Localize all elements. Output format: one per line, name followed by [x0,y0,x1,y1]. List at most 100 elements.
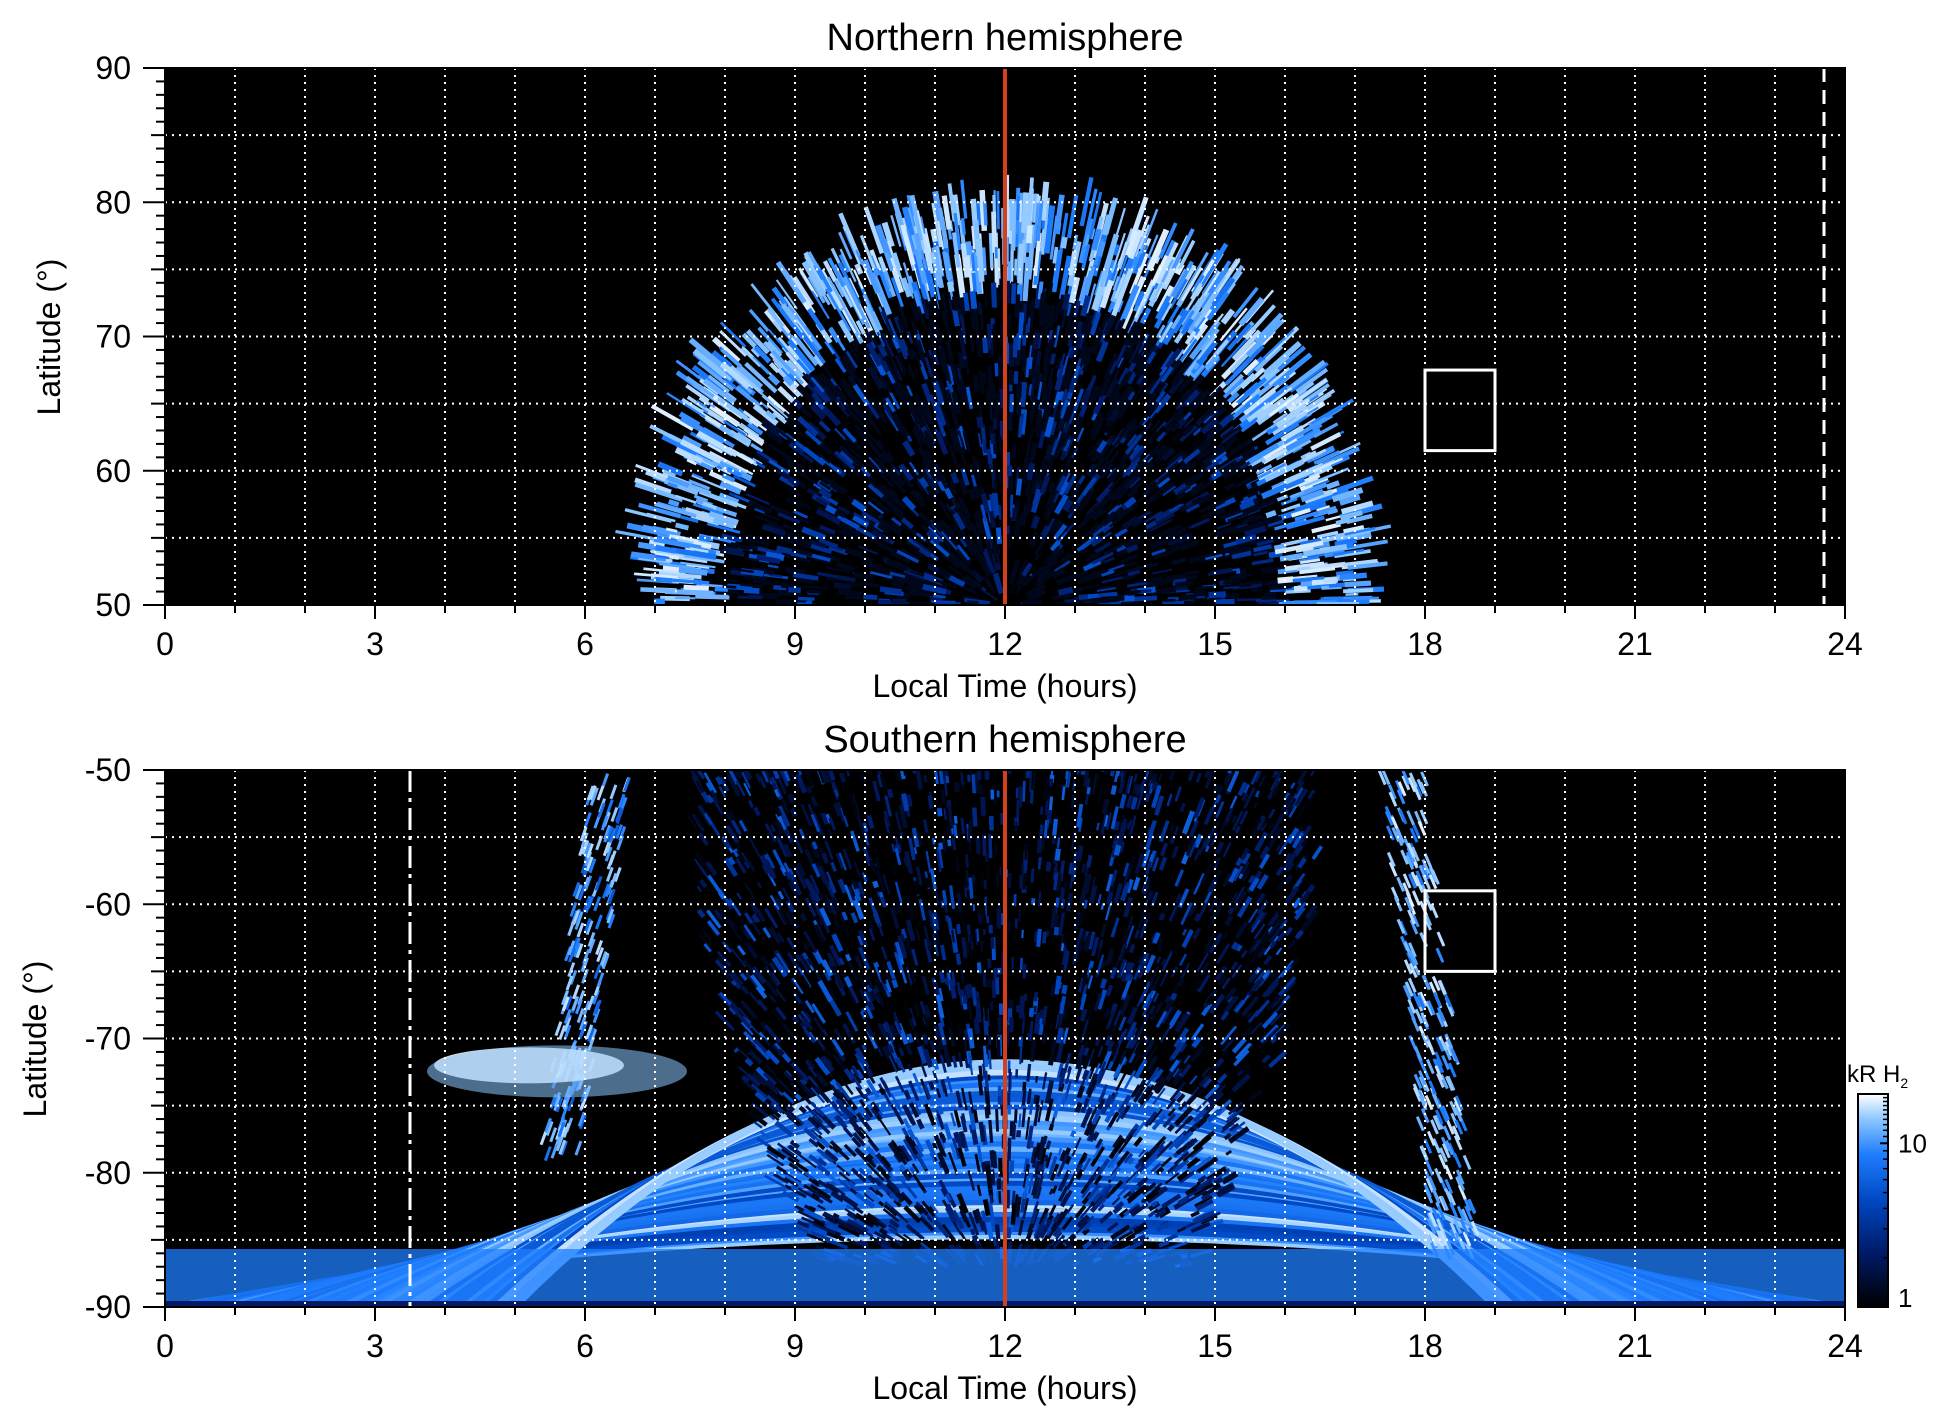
south-emission-streak [969,984,971,997]
south-emission-streak [958,924,959,934]
south-emission-streak [953,838,954,850]
south-emission-streak [1054,819,1056,835]
south-emission-streak [1301,754,1310,771]
south-emission-streak [1169,1126,1173,1131]
south-emission-streak [924,1034,927,1043]
south-emission-streak [986,1071,988,1092]
south-emission-streak [973,774,974,793]
north-emission-streak [994,283,995,308]
north-emission-streak [1028,318,1029,333]
north-emission-streak [695,596,729,597]
north-emission-streak [1209,594,1226,595]
north-emission-streak [910,350,914,359]
north-emission-streak [1030,384,1031,395]
north-emission-streak [1028,594,1041,598]
north-emission-streak [967,602,978,603]
south-emission-streak [1083,864,1085,873]
north-emission-streak [1260,575,1272,576]
south-emission-streak [970,820,971,838]
south-emission-streak [987,1165,990,1188]
north-emission-streak [980,371,982,394]
x-tick-label: 15 [1197,626,1233,662]
south-emission-streak [732,756,739,770]
north-emission-streak [1340,575,1367,577]
south-emission-streak [1104,799,1107,814]
north-emission-streak [1029,225,1030,243]
north-emission-streak [1000,436,1001,456]
north-emission-streak [1182,597,1197,598]
south-emission-streak [1020,1046,1021,1064]
south-emission-streak [1035,1095,1036,1104]
north-emission-streak [992,343,993,354]
north-emission-streak [1025,257,1028,301]
south-emission-streak [955,825,956,837]
north-emission-streak [1088,596,1098,597]
south-emission-streak [1039,1002,1040,1008]
south-emission-streak [972,1229,974,1235]
south-emission-streak [966,854,967,867]
north-emission-streak [942,360,945,371]
south-emission-streak [1116,821,1118,830]
x-tick-label: 6 [576,626,594,662]
north-emission-streak [1345,583,1371,585]
south-emission-streak [1047,1141,1049,1149]
north-emission-streak [989,449,991,464]
south-emission-streak [1146,786,1148,794]
south-emission-streak [1055,914,1057,929]
south-emission-streak [909,1034,912,1042]
south-emission-streak [940,769,942,784]
north-emission-streak [788,590,800,591]
south-emission-streak [1055,936,1056,946]
north-emission-streak [989,367,990,384]
south-emission-streak [854,881,857,888]
south-emission-streak [1065,881,1066,889]
south-emission-streak [976,1019,978,1034]
north-emission-streak [965,293,967,311]
south-emission-streak [1048,862,1049,872]
south-emission-streak [930,1082,933,1090]
south-emission-streak [957,783,958,792]
x-tick-label: 21 [1617,626,1653,662]
south-emission-streak [894,980,897,988]
south-emission-streak [1274,789,1278,796]
north-emission-streak [1232,577,1247,579]
south-emission-streak [1031,1141,1032,1148]
south-emission-streak [1036,1076,1037,1083]
north-emission-streak [1014,443,1015,458]
north-emission-streak [995,418,996,429]
south-emission-streak [813,842,816,849]
south-emission-streak [978,838,979,854]
south-emission-streak [991,1194,992,1203]
south-emission-streak [947,826,949,840]
north-emission-streak [1020,200,1021,222]
north-emission-streak [1008,511,1009,525]
south-emission-streak [929,796,931,809]
south-emission-streak [897,903,900,914]
south-emission-streak [1009,1227,1010,1238]
south-emission-streak [1026,845,1027,860]
south-emission-streak [1082,1009,1085,1021]
south-emission-streak [1056,976,1059,994]
south-emission-streak [1091,961,1093,967]
south-emission-streak [1050,1053,1052,1065]
north-emission-streak [1059,590,1073,593]
south-emission-streak [947,776,948,783]
south-emission-streak [990,1120,992,1143]
south-emission-streak [753,915,757,922]
north-emission-streak [984,247,986,275]
south-emission-streak [915,847,916,854]
south-emission-streak [1108,892,1111,904]
south-emission-streak [1032,1040,1034,1061]
north-emission-streak [1170,547,1180,550]
north-emission-streak [1031,299,1033,319]
south-emission-streak [947,965,948,973]
south-emission-streak [977,929,978,942]
north-emission-streak [1125,592,1141,594]
north-emission-streak [1016,259,1017,276]
north-emission-streak [1028,503,1030,513]
south-emission-streak [930,910,933,927]
south-emission-streak [1051,1124,1053,1130]
south-emission-streak [1113,786,1115,795]
north-emission-streak [1027,358,1029,378]
north-emission-streak [995,493,997,516]
